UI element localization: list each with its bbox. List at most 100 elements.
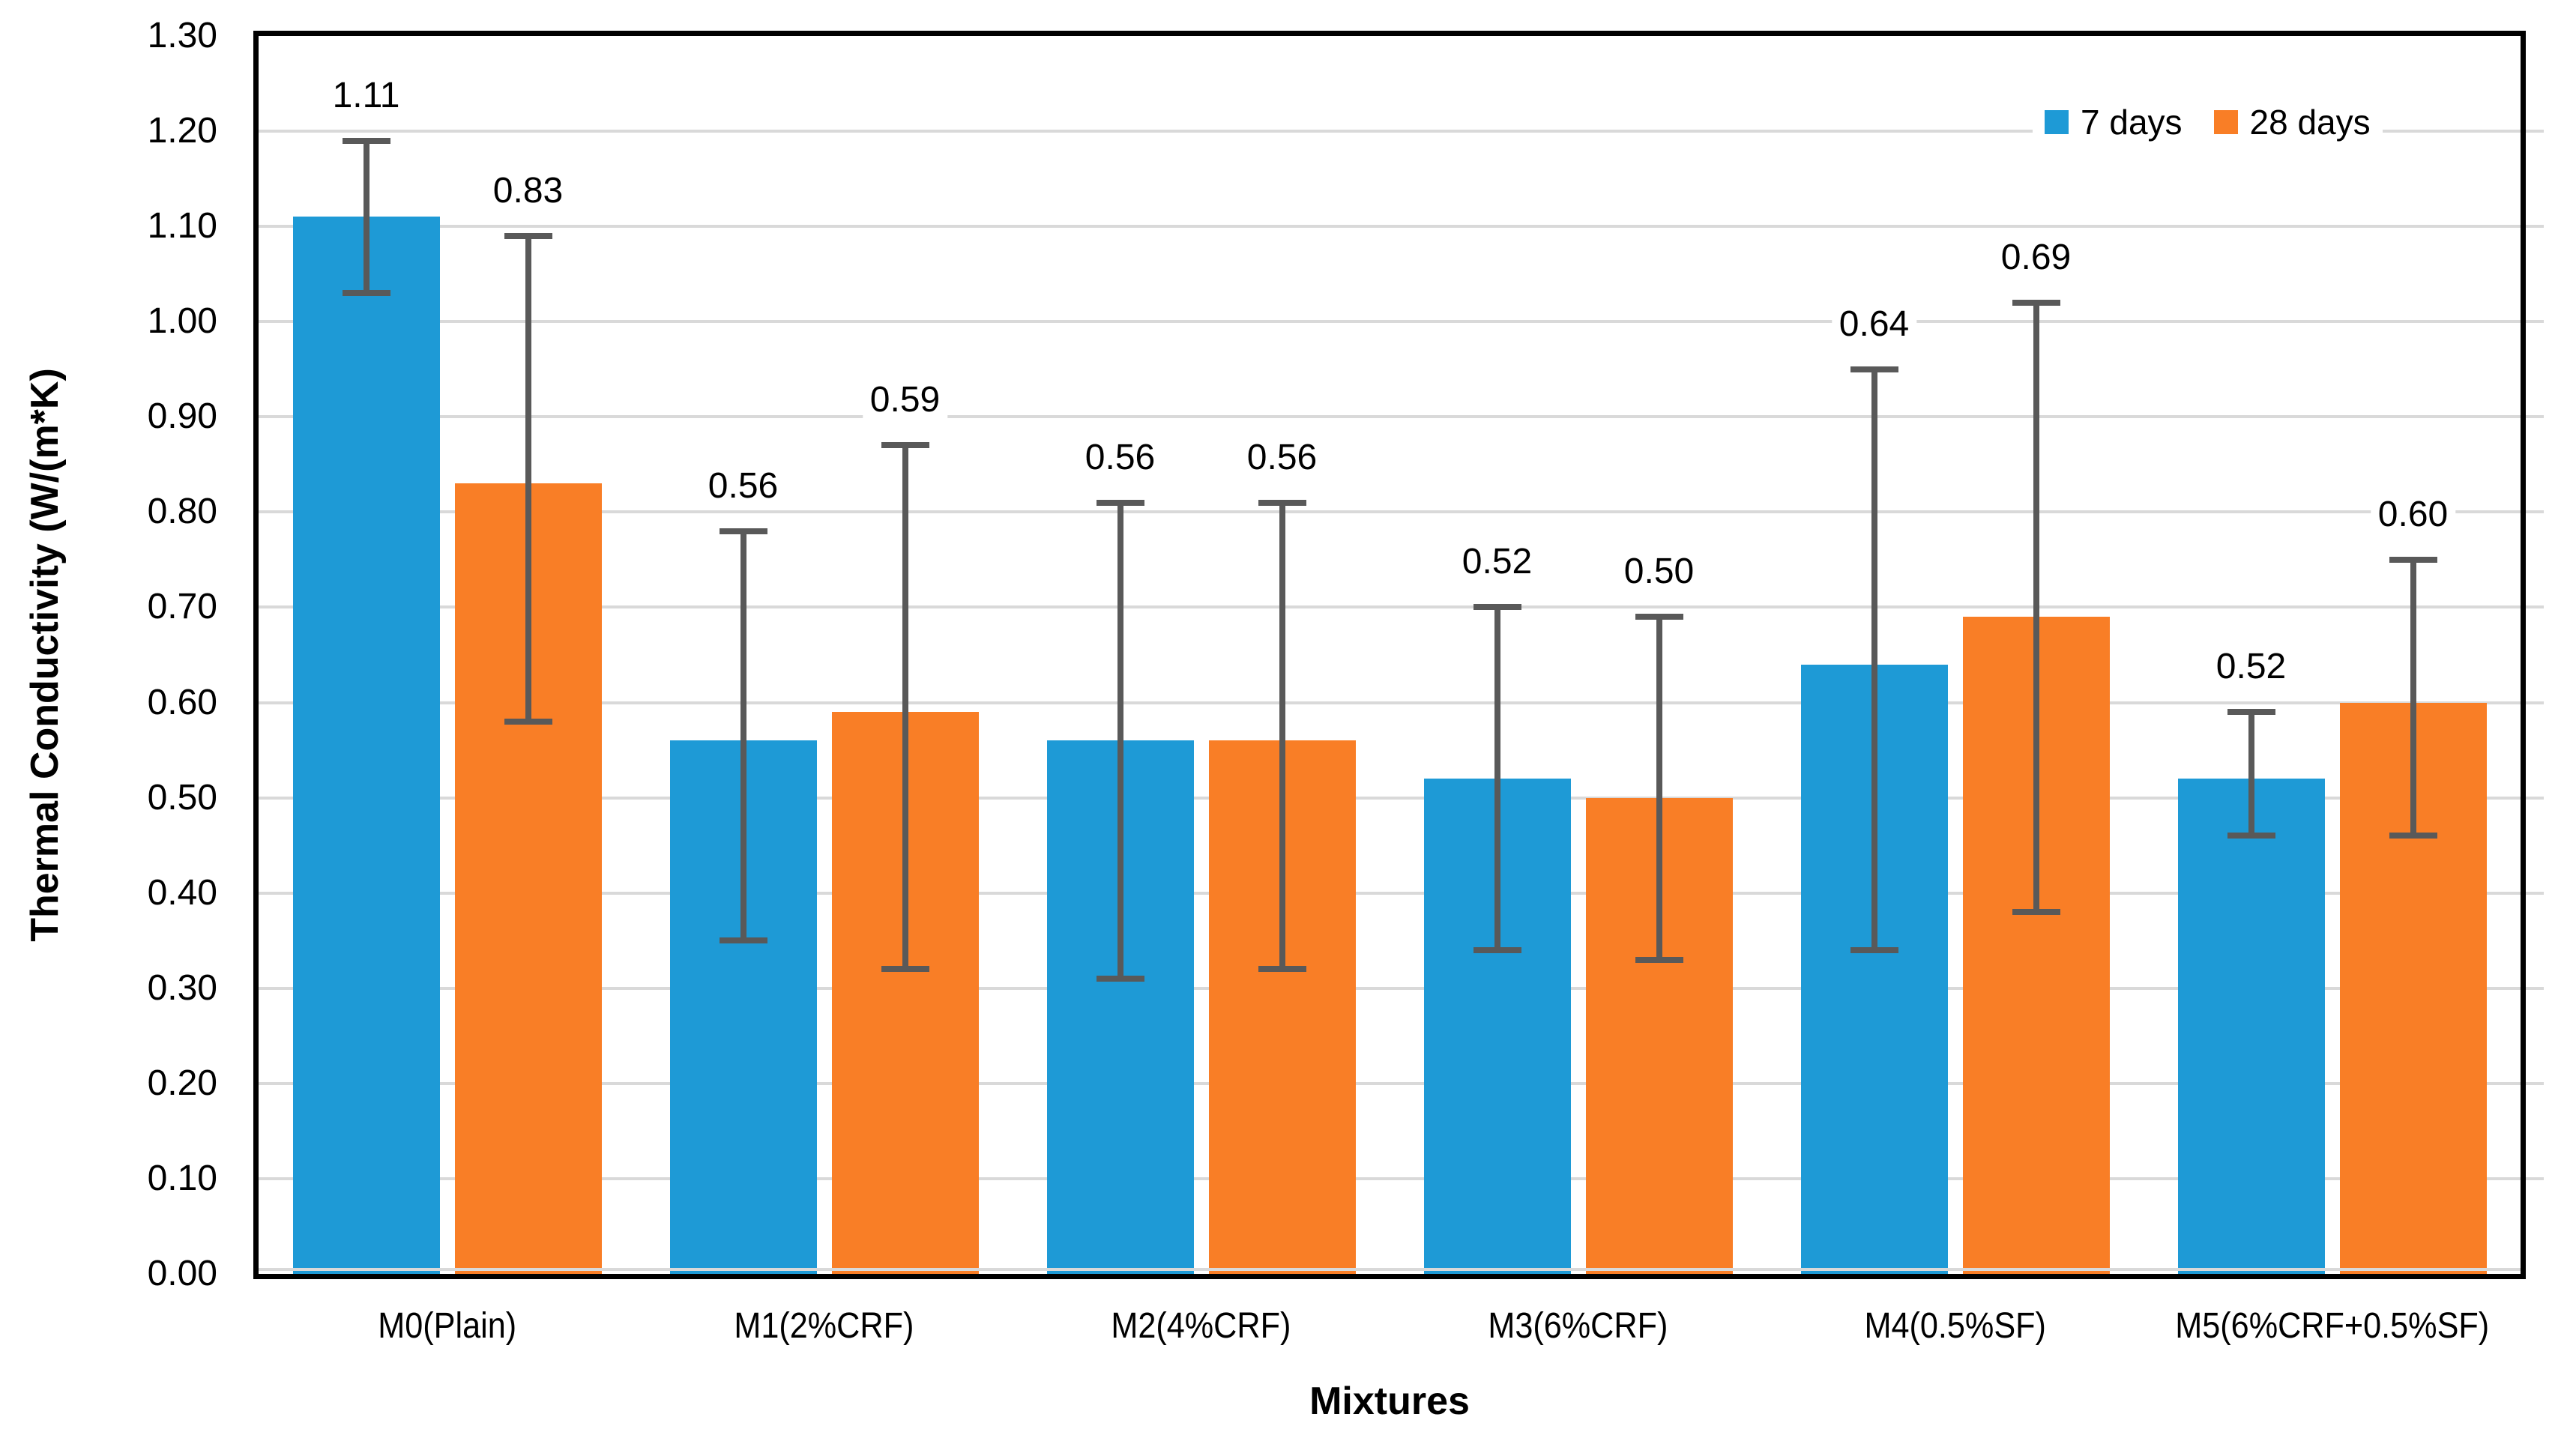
data-label: 0.50 [1616, 551, 1702, 593]
error-bar-line [2410, 559, 2416, 836]
y-tick-label: 0.70 [147, 587, 217, 627]
y-gridline [259, 605, 2521, 609]
y-gridline [259, 130, 2521, 133]
y-axis-title: Thermal Conductivity (W/(m*K) [23, 368, 67, 942]
error-bar-cap-top [2012, 299, 2060, 306]
x-tick-label-text: M3(6%CRF) [1488, 1306, 1668, 1346]
y-gridline [259, 415, 2521, 419]
y-tick-mark-right [2526, 796, 2544, 800]
error-bar-line [2033, 302, 2039, 913]
data-label: 0.83 [485, 169, 571, 212]
data-label: 0.52 [2208, 646, 2294, 689]
data-label: 0.64 [1831, 303, 1917, 345]
x-tick-label: M2(4%CRF) [939, 1305, 1464, 1347]
data-label: 1.11 [325, 74, 408, 117]
error-bar-cap-top [504, 232, 552, 239]
error-bar-cap-top [2389, 556, 2437, 563]
error-bar-cap-top [1635, 614, 1683, 620]
y-tick-label: 0.60 [147, 682, 217, 722]
data-label: 0.59 [862, 379, 948, 422]
error-bar-line [1279, 502, 1285, 970]
error-bar-cap-top [342, 137, 390, 144]
error-bar-cap-top [1096, 499, 1144, 506]
y-tick-label: 0.10 [147, 1158, 217, 1198]
y-tick-label: 0.80 [147, 492, 217, 532]
data-label: 0.56 [1239, 436, 1325, 479]
x-tick-label: M0(Plain) [185, 1305, 710, 1347]
error-bar-cap-bottom [1258, 966, 1306, 973]
y-gridline [259, 796, 2521, 800]
y-tick-mark-right [2526, 130, 2544, 133]
x-tick-label-text: M5(6%CRF+0.5%SF) [2175, 1306, 2489, 1346]
error-bar-cap-top [2227, 709, 2275, 716]
error-bar-line [2248, 712, 2254, 836]
data-label: 0.60 [2370, 493, 2456, 536]
x-tick-label: M3(6%CRF) [1316, 1305, 1841, 1347]
error-bar-cap-bottom [1096, 976, 1144, 982]
bar-7days-M0(Plain) [292, 217, 440, 1274]
legend: 7 days 28 days [2033, 96, 2383, 148]
y-tick-mark-right [2526, 986, 2544, 990]
y-tick-mark-right [2526, 605, 2544, 609]
legend-label: 7 days [2081, 103, 2183, 142]
y-gridline [259, 986, 2521, 990]
legend-item-28days: 28 days [2213, 102, 2371, 142]
y-tick-mark-right [2526, 225, 2544, 229]
y-gridline [259, 891, 2521, 895]
y-tick-label: 1.30 [147, 16, 217, 55]
error-bar-cap-top [881, 442, 929, 449]
y-tick-label: 0.50 [147, 777, 217, 818]
y-tick-label: 0.20 [147, 1063, 217, 1103]
y-tick-mark-right [2526, 891, 2544, 895]
error-bar-cap-top [1473, 604, 1521, 611]
legend-item-7days: 7 days [2045, 102, 2183, 142]
error-bar-line [1494, 607, 1500, 950]
error-bar-cap-bottom [1473, 946, 1521, 953]
data-label: 0.56 [700, 465, 786, 507]
y-tick-mark-right [2526, 1081, 2544, 1085]
error-bar-cap-top [1258, 499, 1306, 506]
y-tick-label: 1.20 [147, 111, 217, 151]
y-tick-label: 0.30 [147, 967, 217, 1008]
y-gridline [259, 225, 2521, 229]
legend-swatch-icon [2045, 110, 2069, 134]
error-bar-cap-bottom [719, 937, 767, 944]
error-bar-cap-bottom [2389, 833, 2437, 839]
y-gridline [259, 701, 2521, 704]
error-bar-cap-bottom [881, 966, 929, 973]
error-bar-cap-bottom [342, 290, 390, 297]
x-tick-label: M5(6%CRF+0.5%SF) [2070, 1305, 2576, 1347]
y-tick-mark-right [2526, 1176, 2544, 1180]
x-tick-label-text: M4(0.5%SF) [1864, 1306, 2046, 1346]
error-bar-line [1871, 369, 1877, 950]
y-tick-label: 0.90 [147, 396, 217, 437]
x-tick-label: M1(2%CRF) [562, 1305, 1087, 1347]
error-bar-cap-bottom [2012, 909, 2060, 916]
zero-gridline [259, 1268, 2521, 1271]
error-bar-cap-bottom [504, 718, 552, 725]
y-tick-mark-right [2526, 701, 2544, 704]
bar-7days-M5(6%CRF+0.5%SF) [2177, 779, 2325, 1274]
error-bar-line [740, 531, 746, 941]
y-tick-mark-right [2526, 320, 2544, 324]
data-label: 0.56 [1077, 436, 1163, 479]
y-gridline [259, 320, 2521, 324]
error-bar-line [525, 235, 531, 722]
plot-border [253, 31, 2526, 1279]
y-gridline [259, 1176, 2521, 1180]
error-bar-line [1117, 502, 1123, 979]
y-tick-label: 1.10 [147, 206, 217, 247]
error-bar-line [902, 445, 908, 970]
x-tick-label: M4(0.5%SF) [1693, 1305, 2218, 1347]
y-gridline [259, 510, 2521, 514]
y-tick-mark-right [2526, 415, 2544, 419]
error-bar-line [363, 140, 369, 294]
x-tick-label-text: M2(4%CRF) [1111, 1306, 1291, 1346]
x-axis-title: Mixtures [1309, 1380, 1470, 1423]
error-bar-line [1656, 617, 1662, 960]
y-tick-label: 1.00 [147, 301, 217, 342]
error-bar-cap-top [1850, 366, 1898, 372]
legend-label: 28 days [2249, 103, 2371, 142]
error-bar-cap-bottom [2227, 833, 2275, 839]
